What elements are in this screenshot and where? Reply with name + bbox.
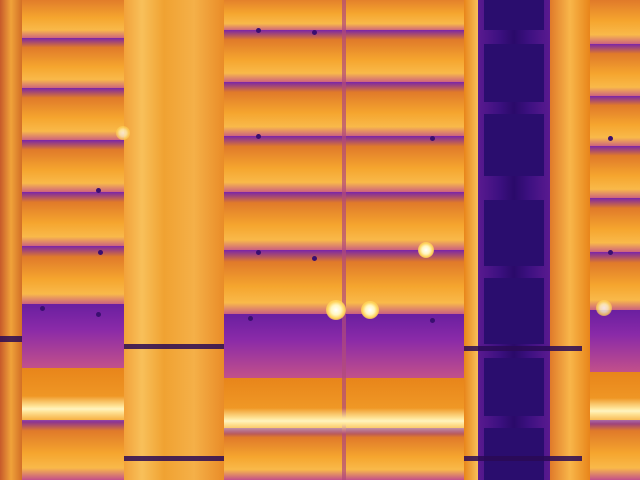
center-split-line bbox=[342, 0, 346, 480]
seam-left bbox=[0, 336, 22, 342]
module-cell bbox=[22, 140, 124, 194]
module-cell bbox=[590, 0, 640, 46]
module-column-center bbox=[224, 0, 464, 480]
seam-bottom-left bbox=[124, 456, 224, 461]
bolt-dot bbox=[40, 306, 45, 311]
module-cell bbox=[590, 44, 640, 98]
cold-cell bbox=[484, 200, 544, 266]
module-cell bbox=[22, 246, 124, 306]
left-edge-rail bbox=[0, 0, 22, 480]
cold-cell bbox=[484, 114, 544, 176]
hot-spot bbox=[361, 301, 379, 319]
bolt-dot bbox=[312, 256, 317, 261]
bolt-dot bbox=[608, 250, 613, 255]
module-cell bbox=[590, 310, 640, 372]
bolt-dot bbox=[430, 136, 435, 141]
module-cell bbox=[590, 420, 640, 480]
module-cell bbox=[22, 420, 124, 480]
hot-band-right bbox=[590, 398, 640, 424]
bolt-dot bbox=[430, 318, 435, 323]
cold-cell bbox=[484, 44, 544, 102]
hot-band-left bbox=[22, 396, 124, 422]
module-cell bbox=[590, 146, 640, 200]
module-cell bbox=[590, 96, 640, 148]
bolt-dot bbox=[248, 316, 253, 321]
hot-spot bbox=[326, 300, 346, 320]
seam-mid-right bbox=[464, 346, 582, 351]
hot-band-center bbox=[224, 408, 464, 434]
module-cell bbox=[22, 88, 124, 142]
module-cell bbox=[22, 38, 124, 90]
bolt-dot bbox=[256, 28, 261, 33]
bolt-dot bbox=[312, 30, 317, 35]
bolt-dot bbox=[256, 134, 261, 139]
hot-spot bbox=[116, 126, 130, 140]
bolt-dot bbox=[98, 250, 103, 255]
cold-cell bbox=[484, 278, 544, 344]
bolt-dot bbox=[96, 312, 101, 317]
seam-bottom-right bbox=[464, 456, 582, 461]
bolt-dot bbox=[96, 188, 101, 193]
bolt-dot bbox=[608, 136, 613, 141]
right-warm-rail bbox=[550, 0, 590, 480]
cold-cell bbox=[484, 0, 544, 30]
cold-cell bbox=[484, 358, 544, 416]
module-cell bbox=[22, 0, 124, 40]
warm-column-left bbox=[124, 0, 224, 480]
hot-spot bbox=[418, 242, 434, 258]
hot-spot bbox=[596, 300, 612, 316]
module-cell bbox=[22, 192, 124, 248]
module-cell bbox=[22, 304, 124, 368]
cold-cell bbox=[484, 428, 544, 480]
module-cell bbox=[590, 198, 640, 254]
cold-module-column bbox=[478, 0, 550, 480]
bolt-dot bbox=[256, 250, 261, 255]
seam-mid-left bbox=[124, 344, 224, 349]
